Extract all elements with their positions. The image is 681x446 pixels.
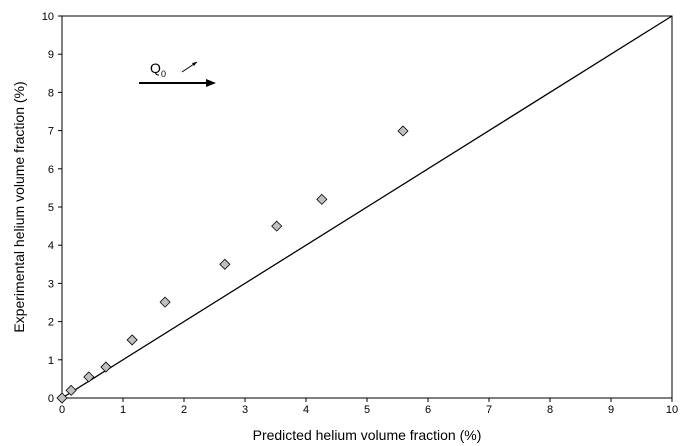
y-tick-label: 7: [48, 126, 54, 138]
y-tick-label: 4: [48, 240, 54, 252]
y-tick-label: 8: [48, 87, 54, 99]
x-tick-label: 8: [547, 404, 553, 416]
flow-arrow-head: [206, 79, 216, 87]
data-point: [219, 258, 231, 270]
y-tick-label: 3: [48, 278, 54, 290]
y-tick-label: 2: [48, 317, 54, 329]
x-tick-label: 10: [666, 404, 678, 416]
x-axis-label: Predicted helium volume fraction (%): [253, 427, 482, 443]
x-tick-label: 6: [425, 404, 431, 416]
x-tick-label: 5: [364, 404, 370, 416]
y-tick-label: 9: [48, 49, 54, 61]
small-arrow-head: [192, 62, 197, 66]
annotation: Q: [150, 60, 161, 76]
x-tick-label: 0: [59, 404, 65, 416]
y-tick-label: 10: [42, 11, 54, 23]
data-point: [126, 334, 138, 346]
x-tick-label: 9: [608, 404, 614, 416]
y-tick-label: 6: [48, 164, 54, 176]
data-point: [65, 384, 77, 396]
y-axis-label: Experimental helium volume fraction (%): [11, 81, 27, 332]
data-point: [56, 392, 68, 404]
x-tick-label: 1: [120, 404, 126, 416]
y-tick-label: 5: [48, 202, 54, 214]
data-point: [159, 296, 171, 308]
y-tick-label: 0: [48, 393, 54, 405]
annotation-subscript: 0: [161, 69, 166, 79]
x-tick-label: 2: [181, 404, 187, 416]
data-point: [316, 193, 328, 205]
y-tick-label: 1: [48, 355, 54, 367]
x-tick-label: 4: [303, 404, 309, 416]
data-point: [271, 220, 283, 232]
data-point: [397, 125, 409, 137]
data-point: [100, 361, 112, 373]
x-tick-label: 3: [242, 404, 248, 416]
data-point: [83, 371, 95, 383]
x-tick-label: 7: [486, 404, 492, 416]
reference-line: [61, 15, 673, 399]
